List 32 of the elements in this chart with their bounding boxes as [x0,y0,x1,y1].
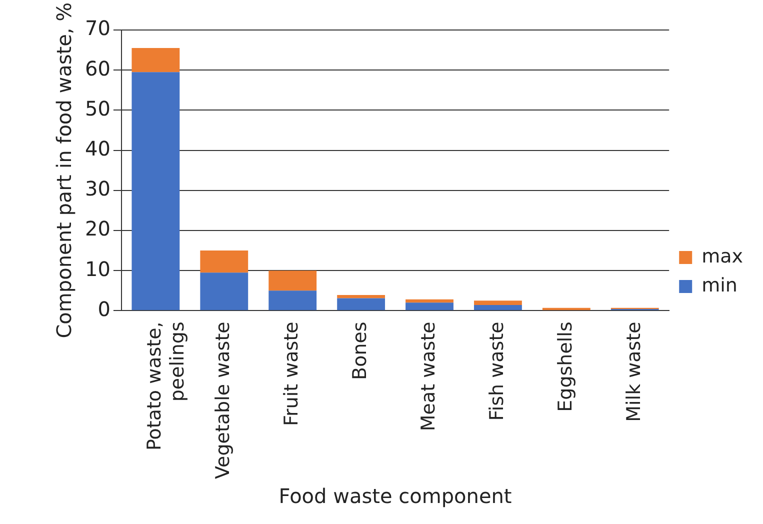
x-tick-label: Fish waste [486,322,508,421]
bar [337,295,386,298]
bar [268,270,317,291]
y-tick-label: 10 [84,256,110,281]
x-tick-label: Eggshells [554,322,576,412]
bar [474,305,522,310]
legend-label: max [702,245,744,268]
bar [406,299,454,303]
x-tick-label: Bones [348,322,371,380]
bar [337,298,386,310]
y-axis-title: Component part in food waste, % [52,2,76,338]
bar [132,48,180,72]
bar [200,272,248,310]
x-tick-label: Meat waste [417,322,440,432]
x-axis-title: Food waste component [278,484,512,508]
bar [200,250,248,273]
legend-label: min [702,274,738,296]
y-tick-label: 50 [84,96,110,120]
y-tick-label: 40 [84,136,110,160]
bar [406,302,454,310]
y-tick-label: 70 [84,16,110,40]
y-tick-label: 20 [84,216,110,241]
bar [474,300,522,306]
x-tick-label: Vegetable waste [212,322,234,479]
bar [132,72,180,310]
bar [268,290,317,310]
x-tick-label: Potato waste, peelings [144,322,188,451]
x-tick-label: Milk waste [622,322,645,422]
y-tick-label: 60 [84,56,110,80]
y-tick-label: 0 [98,296,110,321]
y-tick-label: 30 [84,176,110,201]
x-tick-label: Fruit waste [280,322,303,426]
